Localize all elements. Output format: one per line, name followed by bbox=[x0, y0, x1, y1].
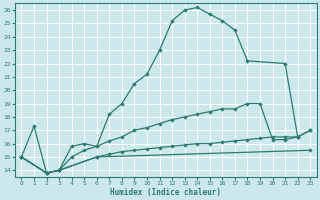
X-axis label: Humidex (Indice chaleur): Humidex (Indice chaleur) bbox=[110, 188, 221, 197]
